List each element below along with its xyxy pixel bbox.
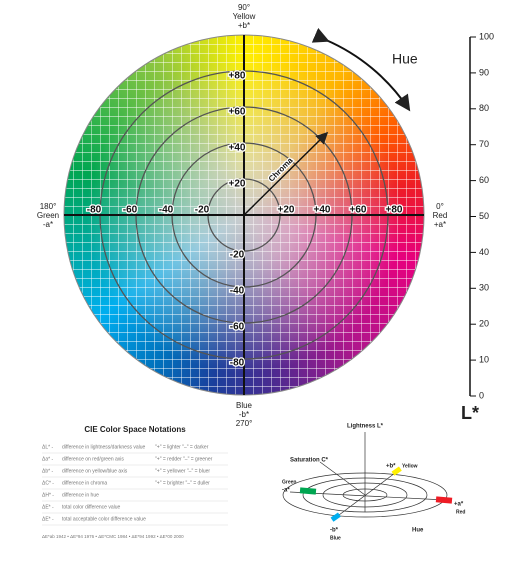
b-tick-label: +40 [229,143,246,154]
notation-sign: "+" = yellower "–" = bluer [155,468,210,474]
axis-label: +b* [238,21,250,30]
mini-lightness: Lightness L* [347,424,384,430]
notation-symbol: ΔE* - [42,504,54,510]
mini-green: -a* [282,488,290,494]
mini-blue: Blue [330,535,341,541]
axis-label: 180° [40,202,57,211]
notation-desc: difference on yellow/blue axis [62,468,128,474]
axis-label: 90° [238,3,250,12]
notation-symbol: Δa* - [42,456,53,462]
a-tick-label: +40 [314,205,331,216]
l-tick-label: 0 [479,390,484,400]
mini-hue: Hue [412,528,424,534]
notation-desc: difference on red/green axis [62,456,124,462]
l-tick-label: 40 [479,247,489,257]
axis-label: +a* [434,220,446,229]
axis-label: Green [37,211,59,220]
l-tick-label: 10 [479,354,489,364]
notation-desc: difference in lightness/darkness value [62,444,146,450]
notation-desc: difference in hue [62,492,99,498]
notation-desc: total color difference value [62,504,120,510]
notation-sign: "+" = redder "–" = greener [155,456,213,462]
mini-blue: -b* [330,528,339,534]
b-tick-label: +80 [229,71,246,82]
axis-label: 270° [236,419,253,428]
mini-green: Green [282,479,296,485]
l-tick-label: 20 [479,319,489,329]
mini-saturation: Saturation C* [290,458,329,464]
hue-arrow [311,27,411,112]
mini-diagram [282,432,453,522]
notation-symbol: ΔL* - [42,444,53,450]
b-tick-label: -40 [230,286,245,297]
notation-sign: "+" = lighter "–" = darker [155,444,209,450]
a-tick-label: -60 [123,205,138,216]
axis-label: Blue [236,401,253,410]
chroma-arrow [243,131,329,216]
b-tick-label: +60 [229,107,246,118]
notation-desc: difference in chroma [62,480,107,486]
b-tick-label: -20 [230,250,245,261]
l-label: L* [461,403,479,423]
a-tick-label: -40 [159,205,174,216]
axis-label: Red [433,211,448,220]
b-tick-label: -60 [230,322,245,333]
notations-footer: ΔE*ab 1942 • ΔE*94 1976 • ΔE*CMC 1984 • … [42,534,184,539]
mini-red: +a* [454,502,464,508]
axis-label: -a* [43,220,53,229]
l-tick-label: 90 [479,67,489,77]
notation-symbol: ΔH* - [42,492,54,498]
notation-symbol: ΔE* - [42,516,54,522]
l-tick-label: 100 [479,31,494,41]
b-tick-label: -80 [230,358,245,369]
l-tick-label: 80 [479,103,489,113]
axis-label: Yellow [233,12,256,21]
hue-label: Hue [392,51,418,67]
l-tick-label: 70 [479,139,489,149]
a-tick-label: +60 [350,205,367,216]
l-tick-label: 30 [479,283,489,293]
mini-red: Red [456,509,465,515]
notations-title: CIE Color Space Notations [84,425,186,434]
notation-desc: total acceptable color difference value [62,516,146,522]
axis-label: -b* [239,410,249,419]
a-tick-label: +80 [386,205,403,216]
l-tick-label: 60 [479,175,489,185]
b-tick-label: +20 [229,179,246,190]
axis-label: 0° [436,202,444,211]
mini-yellow: Yellow [402,463,418,469]
a-tick-label: +20 [278,205,295,216]
a-tick-label: -80 [87,205,102,216]
notation-symbol: Δb* - [42,468,53,474]
notation-sign: "+" = brighter "–" = duller [155,480,210,486]
mini-yellow: +b* [386,464,396,470]
a-tick-label: -20 [195,205,210,216]
l-tick-label: 50 [479,211,489,221]
notation-symbol: ΔC* - [42,480,54,486]
